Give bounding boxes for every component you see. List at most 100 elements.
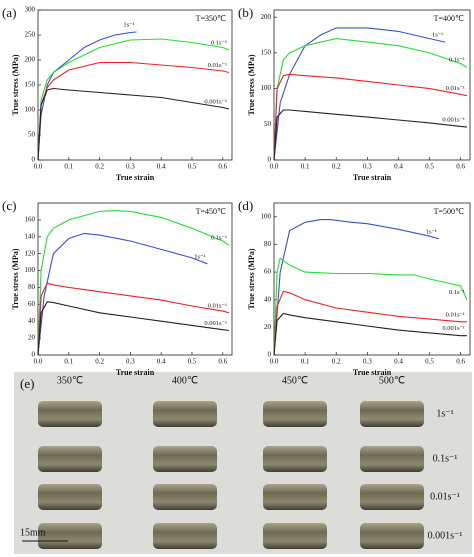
panel-label: (e) (20, 376, 34, 391)
series-label: 0.1s⁻¹ (211, 235, 227, 242)
plot-frame (273, 9, 471, 161)
x-tick-label: 0.6 (218, 163, 227, 171)
x-tick-label: 0.0 (270, 358, 279, 366)
y-tick-label: 0 (268, 351, 272, 359)
scale-label: 15mm (20, 527, 46, 538)
y-tick-label: 50 (28, 131, 36, 139)
x-tick-label: 0.3 (363, 358, 372, 366)
series-label: 0.1s⁻¹ (211, 39, 227, 46)
y-axis-label: True stress (MPa) (247, 54, 256, 115)
series-line (37, 38, 230, 161)
y-axis-label: True stress (MPa) (247, 248, 256, 309)
series-label: 0.001s⁻¹ (442, 325, 465, 332)
x-tick-label: 0.1 (64, 163, 73, 171)
series-line (273, 312, 467, 356)
x-tick-label: 0.3 (363, 163, 372, 171)
sample-photo (38, 484, 102, 510)
y-tick-label: 150 (25, 81, 36, 89)
series-label: 1s⁻¹ (194, 253, 205, 260)
temperature-label: 350℃ (57, 375, 83, 386)
x-tick-label: 0.5 (425, 163, 434, 171)
series-label: 0.01s⁻¹ (208, 62, 227, 69)
x-tick-label: 0.2 (95, 358, 104, 366)
y-tick-label: 100 (25, 106, 36, 114)
series-line (37, 87, 230, 161)
sample-photo (263, 484, 327, 510)
y-tick-label: 80 (28, 283, 36, 291)
x-tick-label: 0.4 (394, 358, 403, 366)
y-tick-label: 250 (25, 31, 36, 39)
x-tick-label: 0.1 (301, 358, 310, 366)
y-tick-label: 200 (261, 13, 272, 21)
x-tick-label: 0.1 (64, 358, 73, 366)
series-label: 0.001s⁻¹ (442, 117, 465, 124)
x-tick-label: 0.3 (126, 163, 135, 171)
x-axis-label: True strain (353, 368, 392, 377)
y-tick-label: 0 (32, 351, 36, 359)
y-tick-label: 50 (264, 120, 272, 128)
sample-photo (263, 446, 327, 472)
y-tick-label: 300 (25, 6, 36, 14)
series-line (37, 282, 230, 356)
panel-label: (a) (2, 5, 16, 20)
x-tick-label: 0.0 (34, 358, 43, 366)
x-tick-label: 0.0 (34, 163, 43, 171)
x-tick-label: 0.4 (394, 163, 403, 171)
y-axis-label: True stress (MPa) (11, 54, 20, 115)
series-label: 0.01s⁻¹ (208, 302, 227, 309)
temperature-label: 500℃ (379, 375, 405, 386)
series-line (273, 109, 467, 161)
rate-label: 0.001s⁻¹ (428, 530, 463, 541)
chart-title: T=500℃ (434, 207, 464, 216)
y-tick-label: 20 (28, 334, 36, 342)
x-axis-label: True strain (116, 173, 155, 182)
sample-photo (153, 484, 217, 510)
sample-photo (153, 446, 217, 472)
y-tick-label: 20 (264, 323, 272, 331)
x-tick-label: 0.2 (332, 358, 341, 366)
x-tick-label: 0.4 (157, 358, 166, 366)
chart-title: T=350℃ (196, 14, 226, 23)
y-tick-label: 60 (264, 268, 272, 276)
sample-photo (360, 484, 424, 510)
series-label: 0.01s⁻¹ (446, 85, 465, 92)
x-tick-label: 0.2 (332, 163, 341, 171)
series-line (37, 232, 208, 356)
x-tick-label: 0.6 (218, 358, 227, 366)
series-line (273, 73, 468, 161)
series-line (37, 210, 230, 356)
sample-photo (38, 401, 102, 427)
y-tick-label: 200 (25, 56, 36, 64)
y-tick-label: 100 (261, 212, 272, 220)
x-tick-label: 0.0 (270, 163, 279, 171)
x-tick-label: 0.5 (188, 163, 197, 171)
x-tick-label: 0.2 (95, 163, 104, 171)
rate-label: 0.1s⁻¹ (433, 453, 458, 464)
series-label: 0.1s⁻¹ (449, 57, 465, 64)
series-label: 0.001s⁻¹ (204, 98, 227, 105)
temperature-label: 450℃ (282, 375, 308, 386)
rate-label: 0.01s⁻¹ (430, 491, 460, 502)
sample-photo (153, 401, 217, 427)
series-label: 0.01s⁻¹ (446, 311, 465, 318)
sample-photo (38, 523, 102, 549)
series-label: 1s⁻¹ (432, 32, 443, 39)
sample-photo (360, 401, 424, 427)
series-line (37, 31, 137, 161)
y-tick-label: 120 (25, 249, 36, 257)
x-tick-label: 0.6 (456, 358, 465, 366)
y-tick-label: 0 (268, 156, 272, 164)
sample-photo (360, 523, 424, 549)
chart-title: T=450℃ (196, 207, 226, 216)
series-line (273, 219, 440, 356)
sample-photo (153, 523, 217, 549)
series-label: 0.001s⁻¹ (204, 320, 227, 327)
y-tick-label: 100 (261, 84, 272, 92)
series-line (37, 61, 230, 161)
series-line (273, 27, 446, 161)
series-line (273, 290, 467, 356)
panel-label: (d) (238, 198, 253, 213)
series-label: 0.1s⁻¹ (449, 289, 465, 296)
sample-photo (263, 523, 327, 549)
